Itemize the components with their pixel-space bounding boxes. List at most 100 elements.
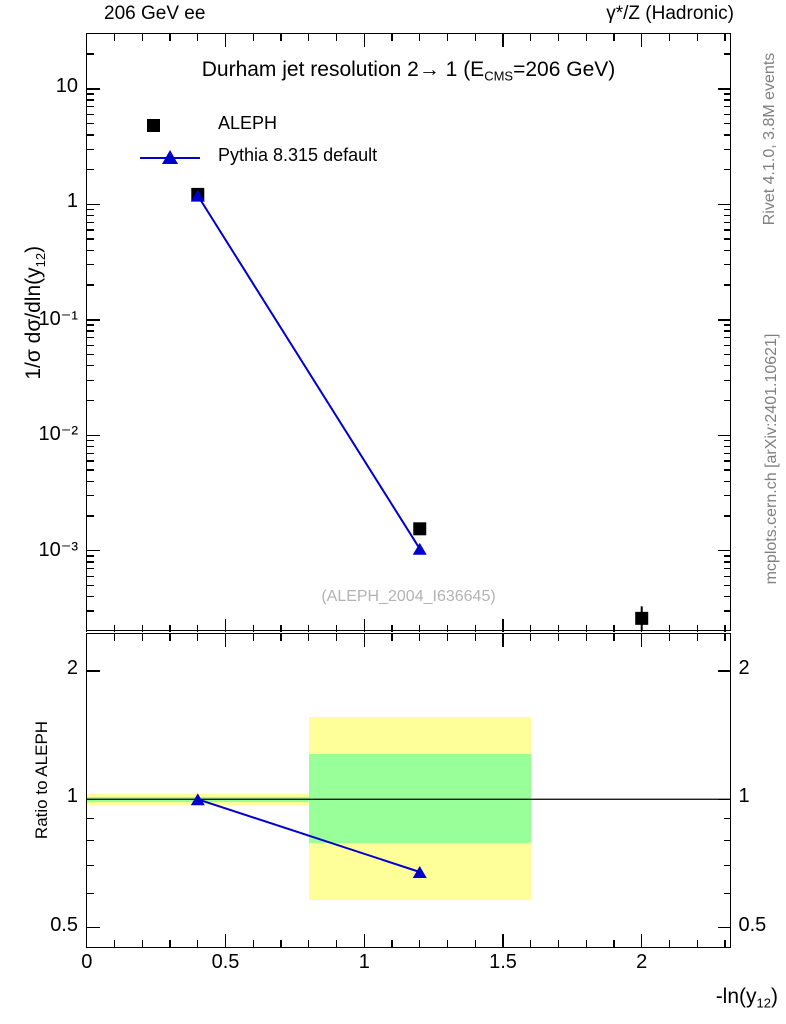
x-tick-ratio-top [169, 633, 171, 641]
x-tick-main-top [280, 33, 282, 41]
y-tick-ratio-left [86, 670, 100, 672]
y-tick-main-right [723, 399, 731, 402]
y-tick-main-left [86, 324, 94, 326]
x-tick-ratio-bottom [696, 940, 698, 947]
y-tick-main-right [723, 324, 731, 326]
y-tick-main-left [86, 53, 94, 55]
x-tick-ratio-bottom [502, 934, 504, 947]
y-tick-main-left [86, 106, 94, 108]
x-tick-main-top [419, 33, 421, 41]
y-tick-main-right [723, 148, 731, 150]
y-tick-main-left [86, 208, 94, 211]
x-tick-main-bottom [308, 624, 310, 632]
y-tick-main-right [723, 264, 731, 266]
y-tick-main-left [86, 555, 94, 557]
x-tick-ratio-bottom [668, 940, 671, 947]
y-tick-main-left [86, 353, 94, 356]
x-tick-main-bottom [335, 624, 338, 632]
x-tick-main-top [224, 33, 227, 47]
x-axis-label: -ln(y12) [716, 985, 778, 1011]
y-tick-main-right [717, 550, 731, 552]
y-tick-main-right [723, 596, 731, 598]
x-tick-ratio-bottom [335, 940, 338, 947]
y-tick-label-main: 10⁻³ [38, 538, 78, 561]
x-tick-main-bottom [641, 618, 643, 632]
y-tick-main-left [86, 561, 94, 563]
y-tick-ratio-right [717, 670, 731, 672]
y-tick-main-right [723, 353, 731, 356]
x-tick-main-bottom [391, 624, 393, 632]
y-tick-main-right [723, 337, 731, 339]
analysis-id-watermark: (ALEPH_2004_I636645) [321, 588, 496, 605]
y-tick-main-right [723, 452, 731, 454]
x-tick-ratio-top [308, 633, 310, 641]
y-tick-ratio-right [717, 926, 731, 929]
x-tick-main-top [530, 33, 532, 41]
y-tick-ratio-left [86, 864, 94, 866]
x-tick-ratio-bottom [474, 940, 476, 947]
x-tick-main-top [363, 33, 365, 47]
x-tick-main-bottom [585, 624, 587, 632]
y-tick-main-right [723, 168, 731, 171]
x-tick-ratio-top [391, 633, 393, 641]
y-tick-main-left [86, 584, 94, 587]
x-tick-main-bottom [113, 624, 116, 632]
y-tick-label-ratio-right: 2 [738, 657, 750, 680]
y-tick-main-left [86, 480, 94, 482]
x-tick-ratio-bottom [280, 940, 282, 947]
y-tick-main-right [717, 88, 731, 90]
x-tick-ratio-top [280, 633, 282, 641]
x-tick-main-bottom [197, 624, 199, 632]
x-tick-ratio-top [668, 633, 671, 641]
y-tick-main-right [723, 284, 731, 286]
x-tick-ratio-top [446, 633, 449, 641]
y-tick-main-left [86, 221, 94, 223]
x-tick-main-top [502, 33, 504, 47]
x-tick-main-top [557, 33, 560, 41]
y-tick-ratio-right [723, 818, 731, 820]
y-tick-main-right [723, 229, 731, 231]
y-tick-label-main: 1 [66, 190, 78, 213]
x-tick-main-bottom [169, 624, 171, 632]
y-tick-main-left [86, 168, 94, 171]
x-tick-ratio-top [530, 633, 532, 641]
x-tick-ratio-top [641, 633, 643, 647]
x-tick-main-top [335, 33, 338, 41]
y-tick-main-right [723, 113, 731, 116]
y-tick-main-right [723, 567, 731, 570]
x-tick-main-top [197, 33, 199, 41]
triangle-marker-icon [162, 150, 178, 164]
y-tick-main-right [723, 584, 731, 587]
y-tick-main-right [723, 555, 731, 557]
x-tick-ratio-bottom [419, 940, 421, 947]
y-tick-ratio-right [717, 798, 731, 800]
y-tick-main-left [86, 122, 94, 125]
x-tick-main-top [474, 33, 476, 41]
y-tick-main-right [723, 330, 731, 332]
x-tick-ratio-bottom [557, 940, 560, 947]
y-tick-ratio-left [86, 893, 94, 895]
y-tick-ratio-right [723, 864, 731, 866]
x-tick-main-top [724, 33, 726, 41]
y-tick-main-right [723, 610, 731, 612]
x-tick-main-top [613, 33, 615, 41]
y-tick-main-left [86, 494, 94, 497]
y-tick-main-left [86, 550, 100, 552]
y-tick-main-right [723, 439, 731, 442]
y-tick-main-left [86, 203, 100, 206]
x-tick-ratio-bottom [252, 940, 254, 947]
y-tick-main-right [723, 221, 731, 223]
x-tick-main-bottom [446, 624, 449, 632]
x-axis-label-sub: 12 [756, 995, 771, 1011]
y-tick-main-right [723, 122, 731, 125]
x-tick-main-bottom [280, 624, 282, 632]
x-tick-ratio-top [86, 633, 88, 647]
y-tick-main-right [723, 238, 731, 240]
x-tick-main-bottom [696, 624, 698, 632]
y-tick-main-right [723, 208, 731, 211]
y-tick-main-left [86, 575, 94, 578]
x-tick-ratio-top [474, 633, 476, 641]
y-tick-main-left [86, 610, 94, 612]
x-tick-main-bottom [474, 624, 476, 632]
x-tick-main-bottom [141, 624, 143, 632]
